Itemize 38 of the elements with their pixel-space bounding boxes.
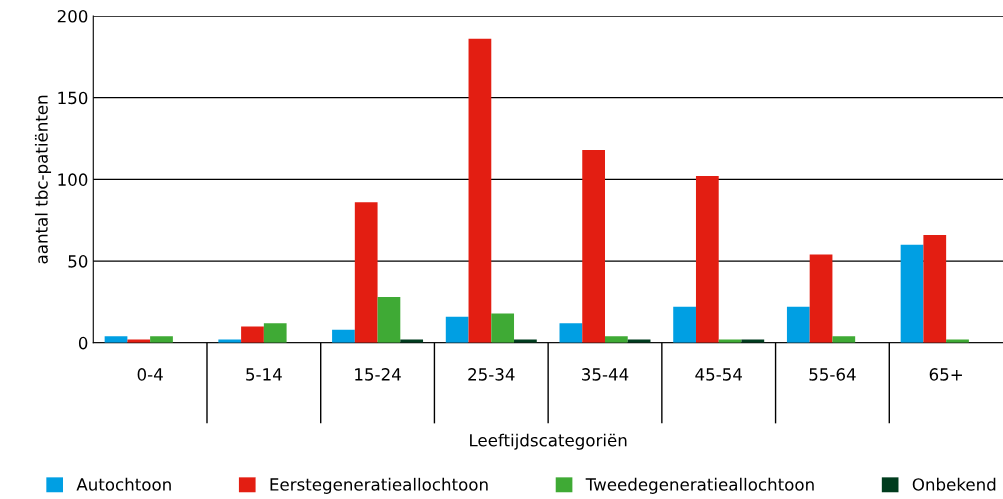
bar [491,313,515,343]
legend-label: Eerstegeneratieallochtoon [270,477,488,494]
x-tick-label: 0-4 [137,368,163,381]
bar [673,306,696,343]
x-axis-title: Leeftijdscategoriën [470,433,627,450]
bar [582,149,605,343]
bar [332,329,355,343]
y-tick-label: 50 [68,255,88,268]
legend-label: Tweedegeneratieallochtoon [585,477,814,494]
bar [150,336,173,343]
y-tick-label: 0 [78,336,88,350]
y-tick-label: 150 [58,91,88,105]
bar [559,323,583,343]
legend-label: Onbekend [912,477,996,491]
bar [923,234,947,343]
x-tick-label: 35-44 [582,368,629,381]
bar [241,326,264,343]
bar [786,306,810,343]
bar [832,336,856,343]
x-tick-label: 5-14 [246,368,282,381]
y-axis-title: aantal tbc-patiënten [34,95,52,264]
x-tick-label: 45-54 [695,368,742,381]
x-tick-label: 15-24 [355,368,401,381]
x-tick-label: 55-64 [809,368,856,381]
x-tick-label: 25-34 [468,368,515,381]
bar [900,244,924,343]
bar [445,316,469,343]
bar [695,176,719,343]
x-tick-label: 65+ [929,368,962,381]
legend-label: Autochtoon [76,477,171,491]
bar [377,297,401,343]
bar [263,323,287,343]
bar [468,38,492,343]
bar [809,254,833,343]
bar [354,202,378,343]
y-tick-label: 200 [57,9,88,23]
y-tick-label: 100 [58,173,88,186]
bar [605,336,628,343]
